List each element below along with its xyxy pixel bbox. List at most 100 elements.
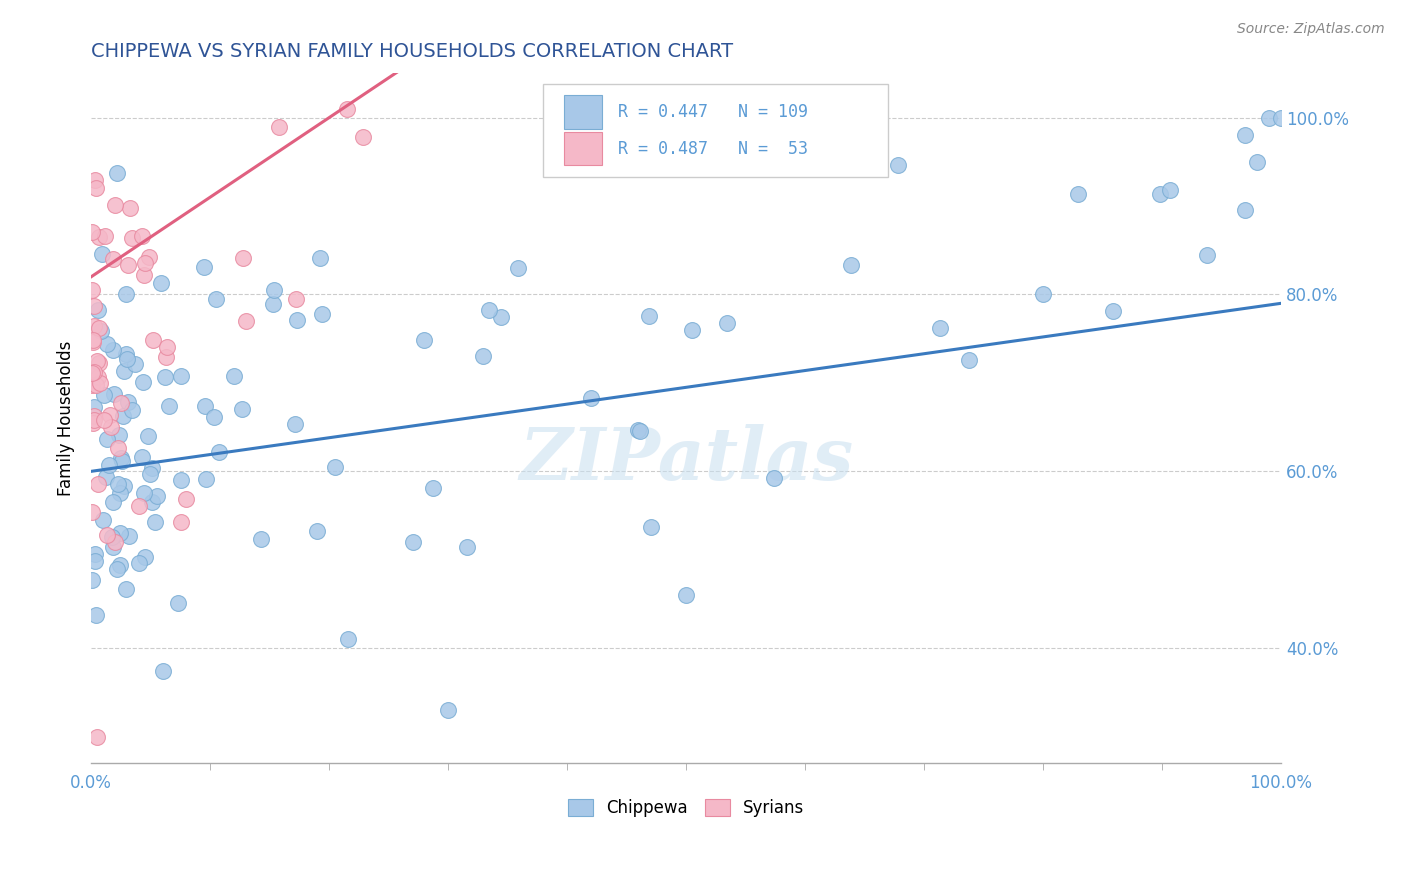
Point <box>83 400 105 414</box>
Point <box>152 665 174 679</box>
Point <box>146 489 169 503</box>
Point <box>89 356 111 370</box>
Point <box>101 343 124 358</box>
Point <box>91 513 114 527</box>
Point <box>141 461 163 475</box>
Bar <box>564 95 602 128</box>
Point <box>194 472 217 486</box>
Point <box>194 399 217 413</box>
Point <box>86 353 108 368</box>
Point <box>124 357 146 371</box>
Point <box>115 347 138 361</box>
Point <box>699 117 721 131</box>
Point <box>110 451 132 466</box>
Point <box>352 130 374 145</box>
Point <box>267 120 290 135</box>
Point <box>98 458 121 473</box>
Point <box>437 703 460 717</box>
Point <box>86 730 108 744</box>
Point <box>263 283 285 297</box>
Point <box>101 530 124 544</box>
Point <box>681 323 703 337</box>
Point <box>1149 186 1171 201</box>
Point <box>104 534 127 549</box>
Point <box>83 554 105 568</box>
Point <box>82 225 104 239</box>
Point <box>101 252 124 266</box>
Point <box>87 369 110 384</box>
Point <box>138 250 160 264</box>
Point <box>112 364 135 378</box>
Point <box>121 402 143 417</box>
Point <box>202 409 225 424</box>
Point <box>145 515 167 529</box>
Point <box>323 459 346 474</box>
Point <box>337 632 360 646</box>
Point <box>83 172 105 186</box>
Text: R = 0.447   N = 109: R = 0.447 N = 109 <box>619 103 808 121</box>
Point <box>335 102 357 116</box>
Point <box>422 481 444 495</box>
Point <box>117 258 139 272</box>
Point <box>90 324 112 338</box>
Point <box>205 292 228 306</box>
Point <box>82 505 104 519</box>
Point <box>929 321 952 335</box>
Point <box>117 395 139 409</box>
Point <box>120 201 142 215</box>
Point <box>89 376 111 390</box>
Point <box>87 302 110 317</box>
Point <box>284 292 307 306</box>
Point <box>96 337 118 351</box>
Point <box>105 562 128 576</box>
Point <box>155 370 177 384</box>
Point <box>82 416 104 430</box>
Point <box>1234 128 1257 143</box>
Point <box>111 454 134 468</box>
Point <box>640 519 662 533</box>
Point <box>108 486 131 500</box>
Point <box>115 287 138 301</box>
Point <box>1067 186 1090 201</box>
Point <box>118 529 141 543</box>
Point <box>675 588 697 602</box>
Point <box>887 159 910 173</box>
Point <box>284 417 307 431</box>
Point <box>170 369 193 384</box>
Point <box>262 296 284 310</box>
Point <box>107 441 129 455</box>
Point <box>957 353 980 368</box>
Point <box>142 333 165 347</box>
Point <box>311 307 333 321</box>
Point <box>134 550 156 565</box>
Point <box>93 388 115 402</box>
Point <box>96 528 118 542</box>
Point <box>716 317 738 331</box>
Point <box>115 582 138 597</box>
Point <box>82 334 104 349</box>
Point <box>112 479 135 493</box>
Point <box>141 495 163 509</box>
Point <box>98 408 121 422</box>
Point <box>96 432 118 446</box>
Point <box>83 365 105 379</box>
Text: R = 0.487   N =  53: R = 0.487 N = 53 <box>619 140 808 158</box>
Point <box>84 547 107 561</box>
Point <box>307 524 329 538</box>
Point <box>103 387 125 401</box>
Point <box>508 261 530 276</box>
Point <box>103 540 125 554</box>
Point <box>1195 248 1218 262</box>
Point <box>121 231 143 245</box>
Point <box>128 556 150 570</box>
Point <box>222 369 245 384</box>
Point <box>413 334 436 348</box>
Point <box>82 366 104 380</box>
Text: ZIPatlas: ZIPatlas <box>519 425 853 495</box>
Point <box>110 395 132 409</box>
Point <box>83 409 105 424</box>
Point <box>134 256 156 270</box>
Point <box>478 303 501 318</box>
Point <box>628 424 651 438</box>
Point <box>131 229 153 244</box>
